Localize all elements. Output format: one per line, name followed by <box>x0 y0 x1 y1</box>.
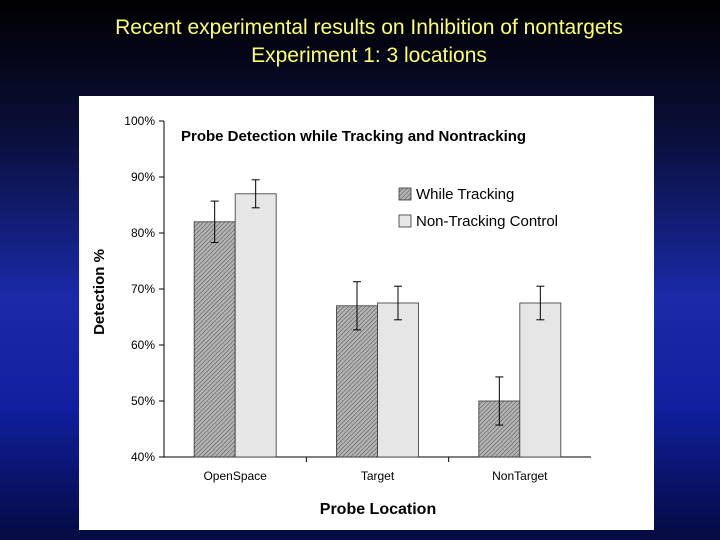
legend-label: While Tracking <box>416 186 514 203</box>
y-tick-label: 70% <box>131 282 155 296</box>
x-tick-label: OpenSpace <box>203 469 267 483</box>
slide-title: Recent experimental results on Inhibitio… <box>0 14 720 70</box>
chart-panel: Probe Detection while Tracking and Nontr… <box>79 96 654 530</box>
x-tick-label: NonTarget <box>492 469 548 483</box>
y-tick-label: 90% <box>131 170 155 184</box>
x-axis-label: Probe Location <box>320 501 436 518</box>
legend-swatch <box>398 187 412 201</box>
bar <box>336 305 378 458</box>
slide-title-line1: Recent experimental results on Inhibitio… <box>115 16 623 39</box>
x-tick-label: Target <box>361 469 395 483</box>
y-tick-label: 40% <box>131 450 155 464</box>
legend-label: Non-Tracking Control <box>416 213 558 230</box>
bar <box>519 302 562 458</box>
bar <box>377 302 419 458</box>
y-axis-label: Detection % <box>91 249 108 335</box>
bar <box>193 221 236 458</box>
bar <box>234 193 277 458</box>
y-tick-label: 80% <box>131 226 155 240</box>
plot-area: 40% 50% 60% 70% 80% 90% 100% OpenSpace Target Non… <box>124 114 591 483</box>
chart-title: Probe Detection while Tracking and Nontr… <box>181 128 526 145</box>
y-tick-label: 50% <box>131 394 155 408</box>
y-tick-label: 100% <box>124 114 155 128</box>
bar-chart: Probe Detection while Tracking and Nontr… <box>91 114 591 518</box>
slide-title-line2: Experiment 1: 3 locations <box>251 44 487 67</box>
legend-swatch <box>398 214 412 228</box>
legend: While Tracking Non-Tracking Control <box>398 186 558 230</box>
y-tick-label: 60% <box>131 338 155 352</box>
